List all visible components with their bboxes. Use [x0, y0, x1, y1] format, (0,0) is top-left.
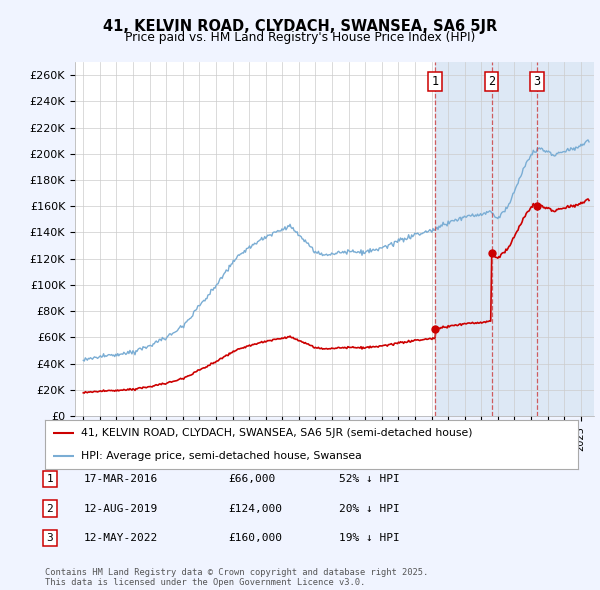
- Text: 41, KELVIN ROAD, CLYDACH, SWANSEA, SA6 5JR: 41, KELVIN ROAD, CLYDACH, SWANSEA, SA6 5…: [103, 19, 497, 34]
- Text: Price paid vs. HM Land Registry's House Price Index (HPI): Price paid vs. HM Land Registry's House …: [125, 31, 475, 44]
- Text: 2: 2: [488, 75, 495, 88]
- Text: £160,000: £160,000: [228, 533, 282, 543]
- Text: HPI: Average price, semi-detached house, Swansea: HPI: Average price, semi-detached house,…: [81, 451, 362, 461]
- Text: 12-MAY-2022: 12-MAY-2022: [84, 533, 158, 543]
- Text: 12-AUG-2019: 12-AUG-2019: [84, 504, 158, 513]
- Text: 1: 1: [46, 474, 53, 484]
- Text: 3: 3: [46, 533, 53, 543]
- Text: 20% ↓ HPI: 20% ↓ HPI: [339, 504, 400, 513]
- Text: 19% ↓ HPI: 19% ↓ HPI: [339, 533, 400, 543]
- Text: £66,000: £66,000: [228, 474, 275, 484]
- Text: 41, KELVIN ROAD, CLYDACH, SWANSEA, SA6 5JR (semi-detached house): 41, KELVIN ROAD, CLYDACH, SWANSEA, SA6 5…: [81, 428, 473, 438]
- Bar: [435, 62, 594, 416]
- Text: 1: 1: [431, 75, 439, 88]
- Text: 17-MAR-2016: 17-MAR-2016: [84, 474, 158, 484]
- Text: 52% ↓ HPI: 52% ↓ HPI: [339, 474, 400, 484]
- Text: 3: 3: [533, 75, 541, 88]
- Text: Contains HM Land Registry data © Crown copyright and database right 2025.
This d: Contains HM Land Registry data © Crown c…: [45, 568, 428, 587]
- Text: 2: 2: [46, 504, 53, 513]
- Text: £124,000: £124,000: [228, 504, 282, 513]
